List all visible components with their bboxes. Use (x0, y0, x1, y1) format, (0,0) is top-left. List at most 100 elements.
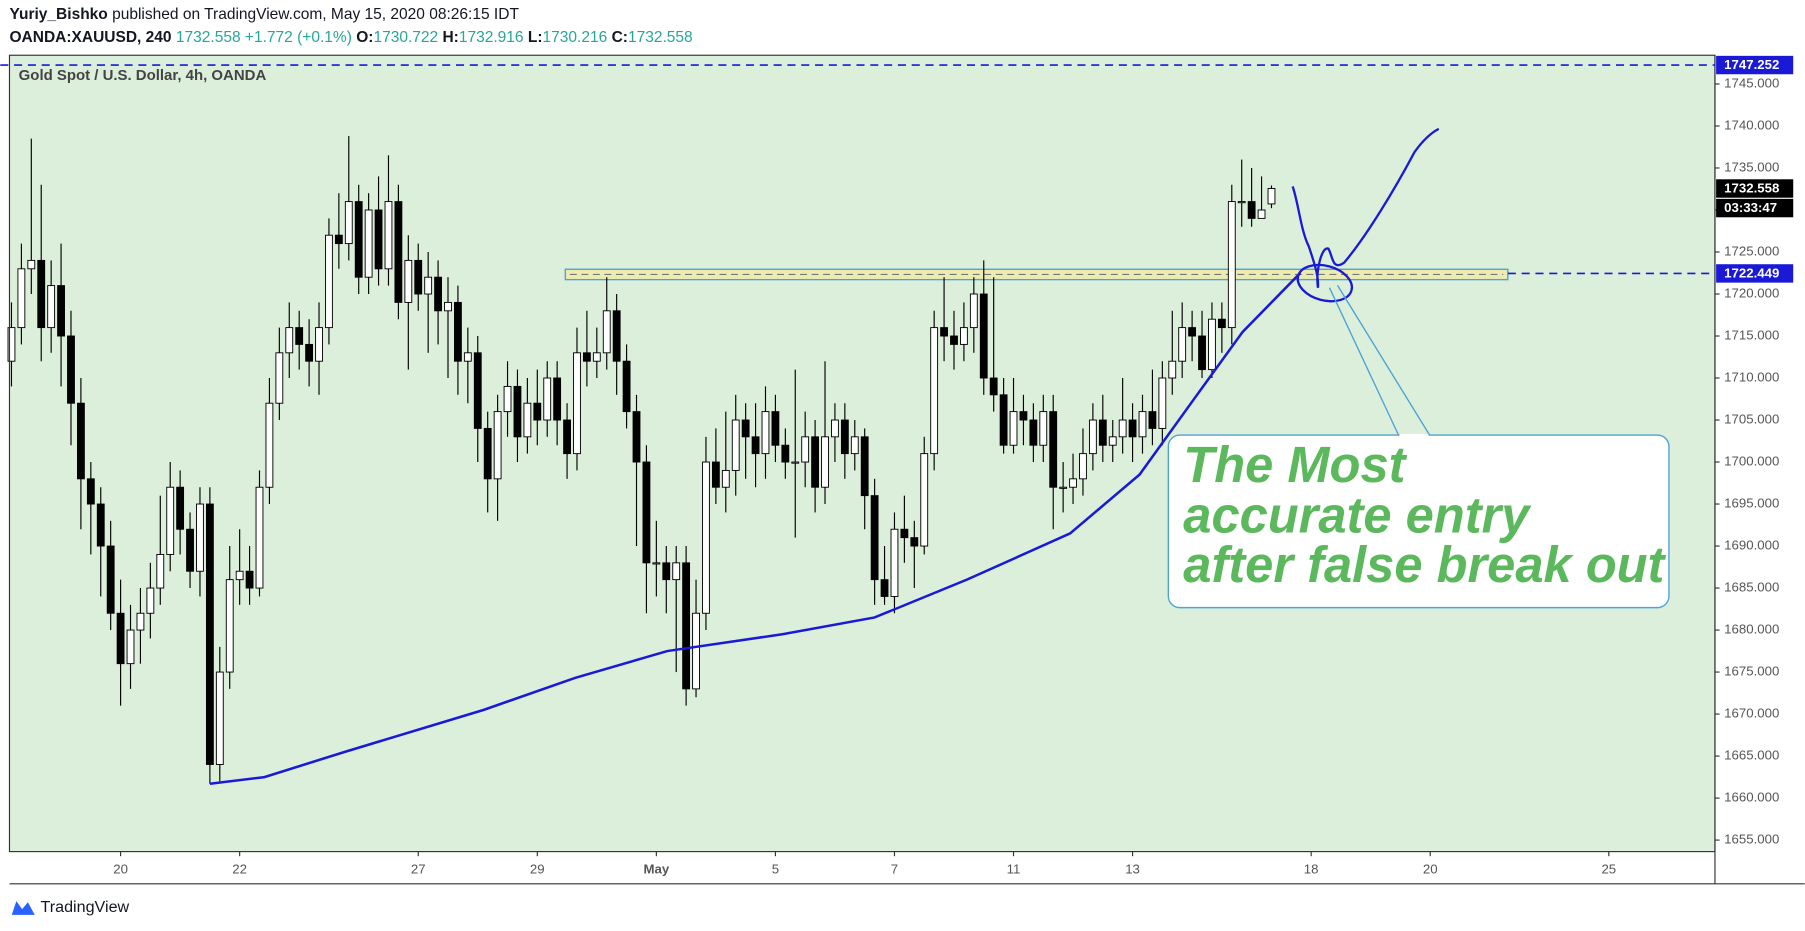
candle-body (622, 360, 631, 413)
y-tick-label: 1665.000 (1724, 748, 1779, 763)
candle-body (1168, 360, 1177, 379)
price-label-box (1716, 264, 1794, 283)
y-tick-label: 1735.000 (1724, 159, 1779, 174)
candle-body (563, 419, 571, 455)
marks (7, 136, 1302, 786)
candle-body (1267, 188, 1276, 205)
candle-body (285, 327, 294, 354)
candle-body (106, 545, 115, 614)
ohlc-value: 1730.722 (373, 29, 438, 46)
countdown-box (1716, 198, 1794, 218)
candle-body (384, 201, 393, 270)
candle-body (662, 562, 671, 581)
y-tick-label: 1705.000 (1724, 412, 1779, 427)
publish-line: Yuriy_Bishko published on TradingView.co… (9, 6, 519, 23)
candle-body (354, 201, 363, 278)
y-tick-label: 1675.000 (1724, 664, 1779, 679)
brand-name: TradingView (41, 898, 130, 916)
candle-body (47, 285, 56, 329)
candle-body (136, 612, 145, 631)
candle-body (979, 293, 988, 379)
candle-body (404, 259, 413, 303)
price-label: 1747.252 (1724, 57, 1779, 72)
ohlc-value: 1732.558 (628, 29, 693, 46)
candle-body (205, 503, 214, 765)
candle-body (215, 671, 224, 765)
hand-drawn-circle (1296, 263, 1354, 303)
candle-body (17, 268, 26, 329)
candle-body (275, 352, 284, 404)
y-tick-label: 1710.000 (1724, 370, 1779, 385)
ohlc-key: H: (442, 29, 458, 46)
candle-body (1227, 201, 1236, 329)
candle-body (156, 553, 165, 589)
y-tick-label: 1725.000 (1724, 243, 1779, 258)
candle-body (602, 310, 611, 354)
candle-body (463, 352, 472, 362)
candle-body (731, 419, 740, 471)
candle-body (225, 579, 234, 673)
candle-body (245, 570, 254, 589)
candle-body (771, 411, 780, 446)
candle-body (672, 562, 681, 581)
candle-body (612, 310, 621, 362)
candle-body (1069, 478, 1077, 488)
candle-body (840, 419, 849, 455)
candle-body (761, 411, 770, 455)
annotation-line: accurate entry (1183, 486, 1532, 543)
y-tick-label: 1670.000 (1724, 706, 1779, 721)
candle-body (334, 234, 343, 245)
candle-body (642, 461, 651, 564)
candle-body (692, 612, 700, 690)
x-tick-label: 18 (1304, 862, 1319, 877)
candle-body (1217, 318, 1226, 329)
candle-body (493, 411, 502, 480)
candle-body (781, 444, 790, 463)
candle-body (1138, 411, 1147, 438)
x-tick-label: 13 (1125, 862, 1140, 877)
hand-drawn-path (1291, 127, 1440, 288)
x-tick-label: May (643, 862, 669, 877)
candle-body (999, 394, 1008, 446)
x-tick-label: 22 (232, 862, 247, 877)
price-label: 1732.558 (1724, 181, 1779, 196)
candle-body (870, 495, 879, 581)
candle-body (930, 327, 939, 455)
y-tick-label: 1655.000 (1724, 832, 1779, 847)
candle-body (1188, 327, 1197, 337)
candle-body (711, 461, 720, 488)
candle-body (265, 402, 274, 488)
candle-body (394, 201, 403, 303)
candle-body (513, 385, 522, 438)
candle-body (741, 419, 750, 438)
symbol-line: OANDA:XAUUSD, 240 1732.558 +1.772 (+0.1%… (9, 29, 692, 46)
candle-body (523, 402, 532, 438)
countdown: 03:33:47 (1724, 200, 1777, 215)
candle-body (543, 377, 552, 421)
candle-body (473, 352, 482, 429)
candle-body (811, 436, 820, 488)
candle-body (1158, 377, 1167, 429)
candle-body (573, 352, 581, 455)
candle-body (325, 234, 333, 329)
axes: 1655.000 1660.000 1665.000 1670.000 1675.000… (0, 54, 1805, 885)
candle-body (166, 486, 175, 555)
chart-title: Gold Spot / U.S. Dollar, 4h, OANDA (19, 67, 267, 84)
x-tick-label: 20 (1423, 862, 1438, 877)
candle-body (374, 209, 383, 270)
candle-body (682, 562, 691, 690)
candle-body (632, 411, 641, 463)
candle-body (1039, 411, 1048, 446)
candle-body (1088, 419, 1097, 455)
x-tick-label: 27 (411, 862, 426, 877)
callout-pointer (1328, 285, 1431, 436)
y-tick-label: 1680.000 (1724, 622, 1779, 637)
y-tick-label: 1740.000 (1724, 117, 1779, 132)
published: published on TradingView.com, May 15, 20… (112, 6, 519, 23)
ohlc-value: 1732.916 (459, 29, 524, 46)
candle-body (950, 335, 958, 345)
x-tick-label: 7 (891, 862, 898, 877)
candle-body (424, 276, 433, 295)
candle-body (315, 327, 323, 362)
candle-body (969, 293, 978, 329)
